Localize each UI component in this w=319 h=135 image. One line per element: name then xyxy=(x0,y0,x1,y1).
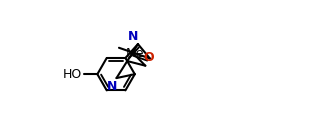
Text: N: N xyxy=(128,30,138,43)
Text: N: N xyxy=(107,80,117,93)
Text: HO: HO xyxy=(62,68,82,81)
Text: Me: Me xyxy=(126,47,144,60)
Text: O: O xyxy=(143,50,154,63)
